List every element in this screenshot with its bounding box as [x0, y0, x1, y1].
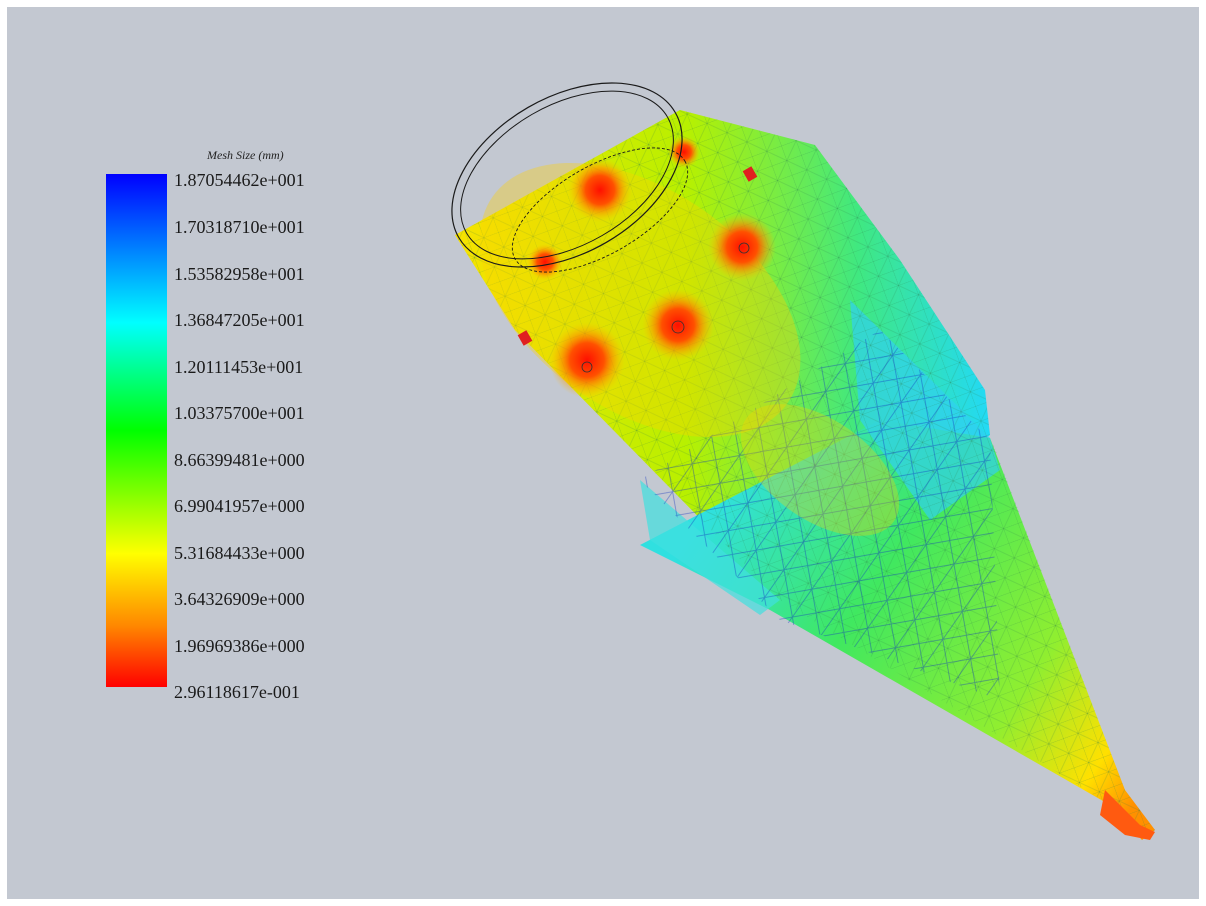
legend-tick-label: 1.70318710e+001	[174, 217, 305, 237]
legend-tick-label: 5.31684433e+000	[174, 543, 305, 563]
hotspot	[642, 289, 714, 361]
legend-tick-label: 1.03375700e+001	[174, 403, 305, 423]
side-tab	[742, 166, 758, 182]
legend-tick-label: 3.64326909e+000	[174, 589, 305, 609]
legend-tick-label: 1.96969386e+000	[174, 636, 305, 656]
legend-color-bar	[106, 174, 167, 687]
legend-tick-label: 1.20111453e+001	[174, 357, 304, 377]
legend-tick-label: 1.36847205e+001	[174, 310, 305, 330]
inlet-rim-inner	[460, 90, 674, 260]
legend-tick-label: 6.99041957e+000	[174, 496, 305, 516]
hotspot	[708, 213, 776, 281]
outlet-nozzle	[1100, 790, 1155, 840]
mesh-model[interactable]	[7, 7, 1199, 899]
hotspot	[668, 136, 700, 168]
legend-tick-label: 1.53582958e+001	[174, 264, 305, 284]
legend-tick-label: 8.66399481e+000	[174, 450, 305, 470]
legend-tick-label: 1.87054462e+001	[174, 170, 305, 190]
side-tab	[517, 330, 533, 346]
inlet-pipe	[511, 147, 689, 273]
legend-tick-label: 2.96118617e-001	[174, 682, 300, 702]
legend-title: Mesh Size (mm)	[207, 148, 284, 162]
hotspot	[549, 322, 625, 398]
hotspot	[568, 158, 632, 222]
inlet-rim-outer	[451, 82, 683, 268]
graphics-viewport[interactable]: Mesh Size (mm) 1.87054462e+001 1.7031871…	[7, 7, 1199, 899]
